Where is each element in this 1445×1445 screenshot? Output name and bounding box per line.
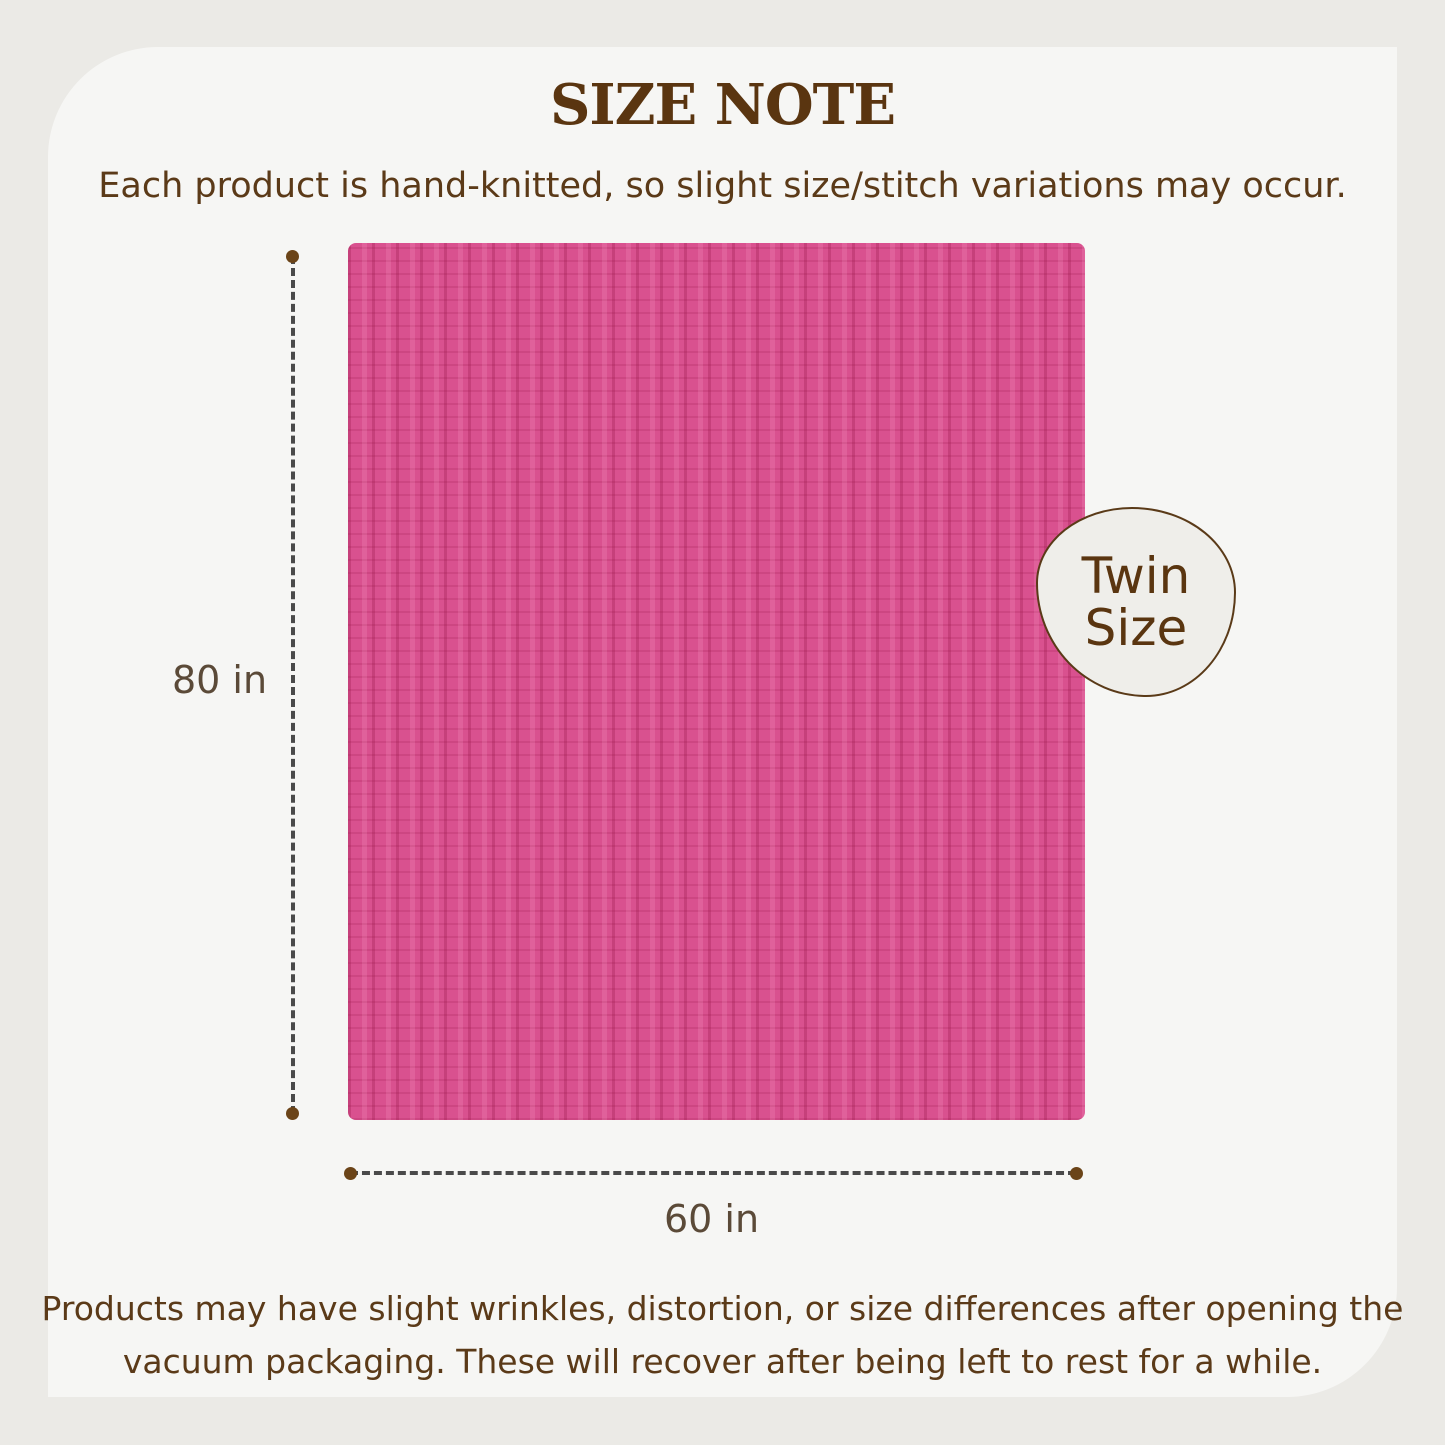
height-line-top-dot [286,250,299,263]
care-note: Products may have slight wrinkles, disto… [0,1282,1445,1388]
size-badge: Twin Size [1036,507,1236,697]
height-line-bottom-dot [286,1107,299,1120]
width-dimension-line [350,1171,1076,1175]
width-line-right-dot [1070,1167,1083,1180]
subtitle: Each product is hand-knitted, so slight … [98,166,1347,206]
blanket-image [348,243,1085,1120]
page-title: SIZE NOTE [549,72,896,138]
height-dimension-line [291,256,295,1114]
badge-line-2: Size [1084,599,1188,657]
width-line-left-dot [344,1167,357,1180]
width-label: 60 in [664,1197,760,1241]
height-label: 80 in [172,658,268,702]
care-note-line-2: vacuum packaging. These will recover aft… [122,1342,1323,1381]
care-note-line-1: Products may have slight wrinkles, disto… [41,1289,1404,1328]
badge-line-1: Twin [1081,547,1191,605]
